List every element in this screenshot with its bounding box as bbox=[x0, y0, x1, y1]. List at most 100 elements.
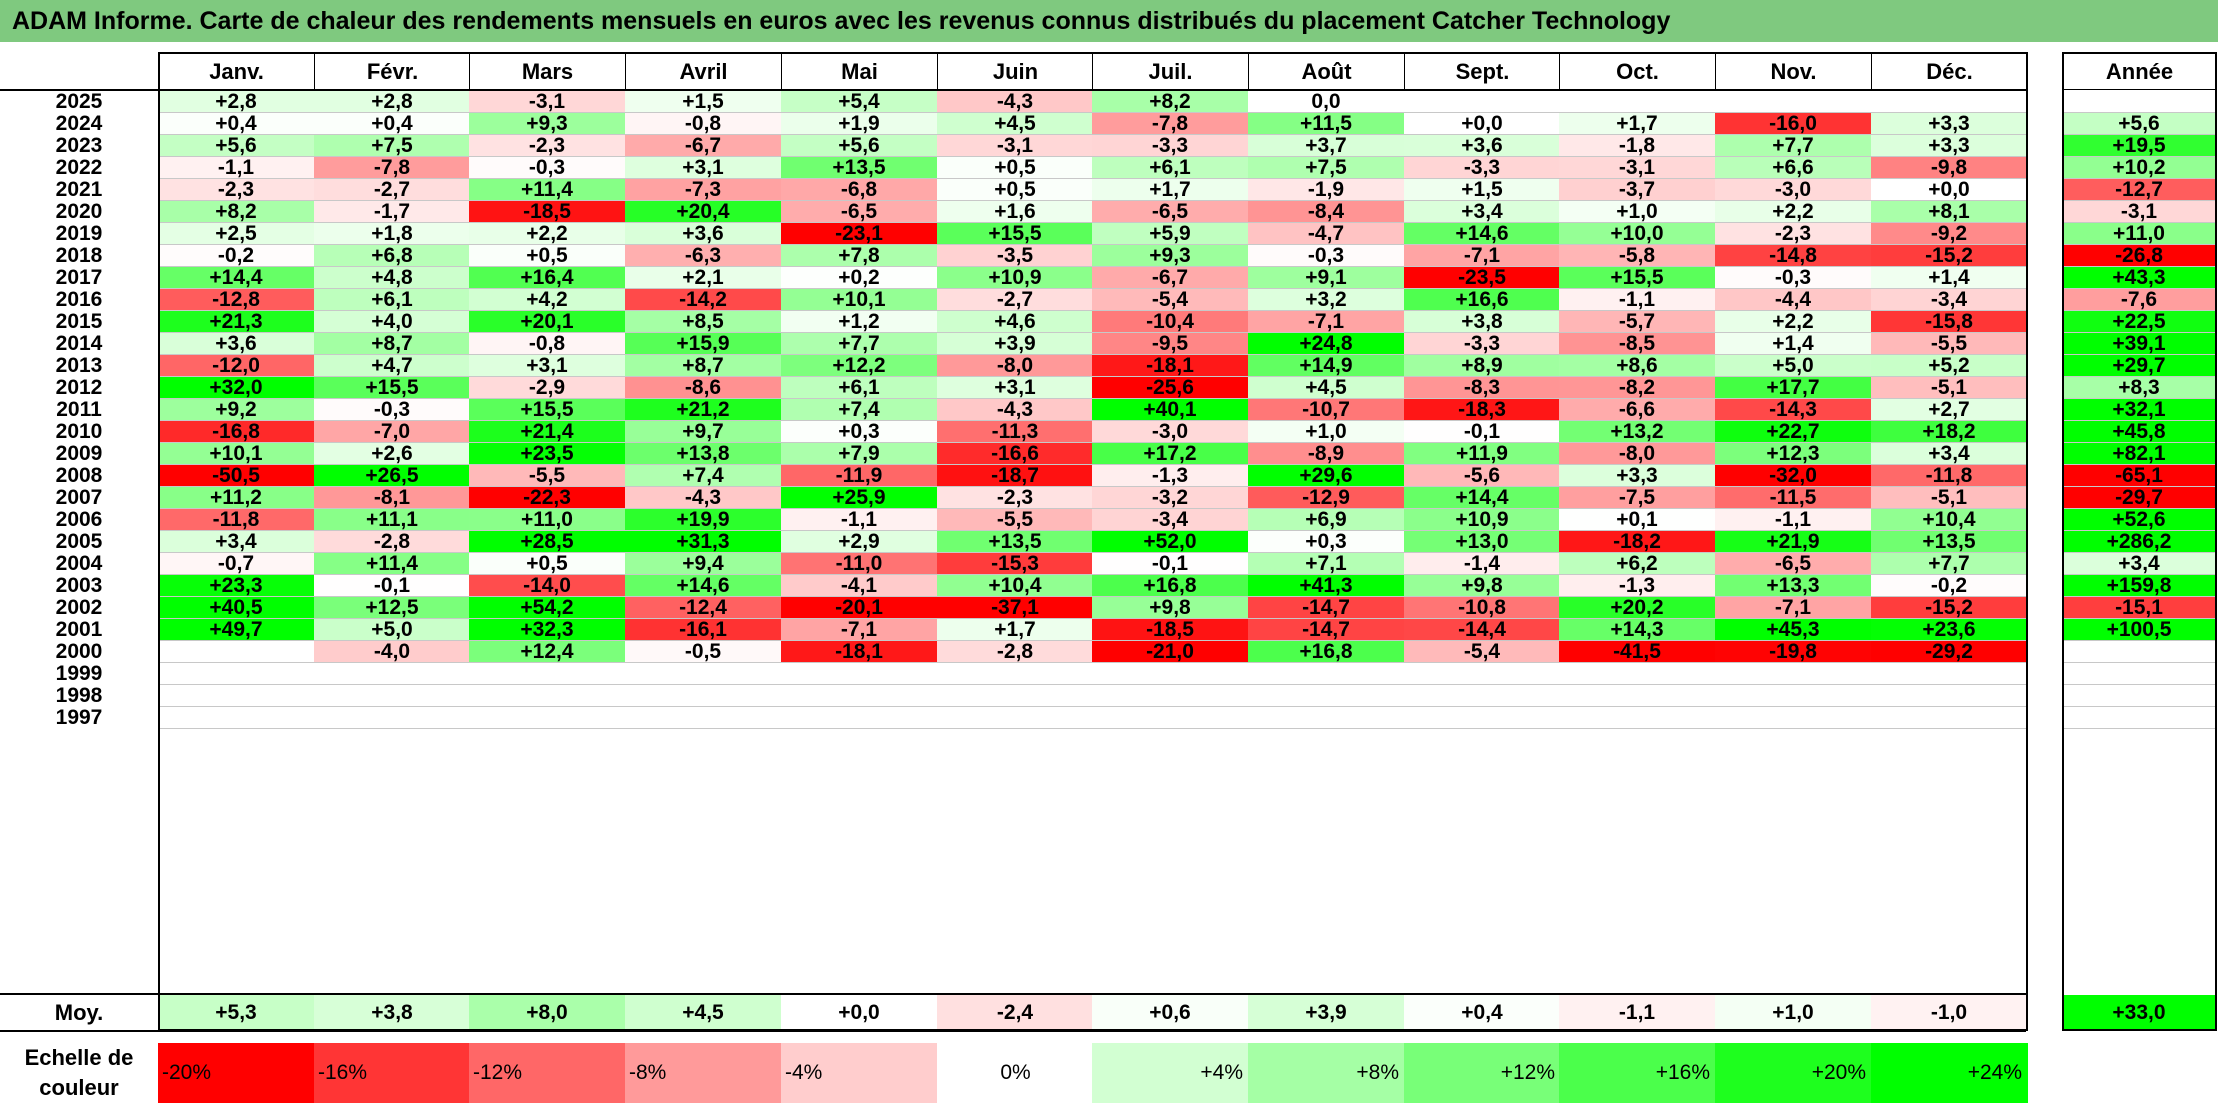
heatmap-cell: -23,1 bbox=[781, 223, 938, 245]
color-scale-swatch: -4% bbox=[781, 1043, 938, 1103]
heatmap-cell bbox=[1715, 707, 1872, 729]
heatmap-cell: -2,7 bbox=[937, 289, 1094, 311]
heatmap-cell: +21,4 bbox=[469, 421, 626, 443]
month-header: Déc. bbox=[1871, 52, 2028, 90]
heatmap-cell: -5,6 bbox=[1404, 465, 1561, 487]
heatmap-cell: +5,0 bbox=[314, 619, 471, 641]
month-header: Oct. bbox=[1559, 52, 1716, 90]
heatmap-cell bbox=[158, 641, 315, 663]
annual-cell: -15,1 bbox=[2062, 597, 2217, 619]
heatmap-cell: +1,0 bbox=[1248, 421, 1405, 443]
heatmap-cell bbox=[1715, 91, 1872, 113]
heatmap-cell: +11,0 bbox=[469, 509, 626, 531]
heatmap-cell: +10,0 bbox=[1559, 223, 1716, 245]
heatmap-cell bbox=[1871, 663, 2028, 685]
heatmap-cell: +3,7 bbox=[1248, 135, 1405, 157]
heatmap-cell: -3,5 bbox=[937, 245, 1094, 267]
heatmap-cell: -0,5 bbox=[625, 641, 782, 663]
color-scale-swatch: +16% bbox=[1559, 1043, 1716, 1103]
heatmap-cell bbox=[1715, 685, 1872, 707]
heatmap-cell: +16,8 bbox=[1248, 641, 1405, 663]
heatmap-cell: +7,5 bbox=[314, 135, 471, 157]
heatmap-cell: +2,2 bbox=[1715, 201, 1872, 223]
heatmap-cell bbox=[1248, 707, 1405, 729]
heatmap-cell: -37,1 bbox=[937, 597, 1094, 619]
heatmap-cell: -0,8 bbox=[469, 333, 626, 355]
heatmap-cell: +11,4 bbox=[469, 179, 626, 201]
heatmap-cell: +13,8 bbox=[625, 443, 782, 465]
heatmap-cell: -12,9 bbox=[1248, 487, 1405, 509]
annual-cell: -26,8 bbox=[2062, 245, 2217, 267]
heatmap-cell: -11,9 bbox=[781, 465, 938, 487]
heatmap-cell bbox=[314, 663, 471, 685]
heatmap-cell: +0,0 bbox=[1404, 113, 1561, 135]
heatmap-cell: +7,7 bbox=[781, 333, 938, 355]
heatmap-cell: +1,6 bbox=[937, 201, 1094, 223]
heatmap-cell: -12,4 bbox=[625, 597, 782, 619]
heatmap-cell: +16,4 bbox=[469, 267, 626, 289]
heatmap-cell: -9,2 bbox=[1871, 223, 2028, 245]
heatmap-cell: +24,8 bbox=[1248, 333, 1405, 355]
heatmap-cell: +0,5 bbox=[469, 245, 626, 267]
heatmap-cell: +13,5 bbox=[781, 157, 938, 179]
heatmap-cell: +0,1 bbox=[1559, 509, 1716, 531]
year-label: 2002 bbox=[55, 596, 103, 619]
average-cell: +0,6 bbox=[1092, 995, 1249, 1031]
heatmap-cell: +0,5 bbox=[937, 179, 1094, 201]
heatmap-cell: +4,5 bbox=[1248, 377, 1405, 399]
heatmap-cell: -4,3 bbox=[937, 399, 1094, 421]
heatmap-cell: +9,8 bbox=[1092, 597, 1249, 619]
heatmap-cell: +3,1 bbox=[625, 157, 782, 179]
heatmap-cell bbox=[625, 685, 782, 707]
heatmap-cell bbox=[1871, 685, 2028, 707]
heatmap-cell: +9,2 bbox=[158, 399, 315, 421]
average-annual-cell: +33,0 bbox=[2062, 995, 2217, 1031]
heatmap-cell: +15,5 bbox=[937, 223, 1094, 245]
heatmap-cell: -8,3 bbox=[1404, 377, 1561, 399]
heatmap-cell: -2,3 bbox=[937, 487, 1094, 509]
heatmap-cell: +25,9 bbox=[781, 487, 938, 509]
heatmap-cell bbox=[1404, 685, 1561, 707]
heatmap-cell: +21,9 bbox=[1715, 531, 1872, 553]
color-scale-swatch: 0% bbox=[937, 1043, 1094, 1103]
heatmap-cell: +0,5 bbox=[469, 553, 626, 575]
heatmap-cell bbox=[1871, 707, 2028, 729]
annual-cell: +39,1 bbox=[2062, 333, 2217, 355]
heatmap-cell bbox=[314, 685, 471, 707]
heatmap-cell: +5,9 bbox=[1092, 223, 1249, 245]
year-label: 1999 bbox=[55, 662, 103, 685]
heatmap-cell: -14,4 bbox=[1404, 619, 1561, 641]
heatmap-cell: -18,1 bbox=[1092, 355, 1249, 377]
heatmap-cell: -7,5 bbox=[1559, 487, 1716, 509]
heatmap-cell: +1,7 bbox=[1559, 113, 1716, 135]
month-header: Août bbox=[1248, 52, 1405, 90]
heatmap-cell: +12,2 bbox=[781, 355, 938, 377]
heatmap-cell: -1,1 bbox=[158, 157, 315, 179]
average-cell: +3,9 bbox=[1248, 995, 1405, 1031]
year-label: 2005 bbox=[55, 530, 103, 553]
heatmap-cell: +54,2 bbox=[469, 597, 626, 619]
heatmap-cell: -6,5 bbox=[1092, 201, 1249, 223]
annual-cell: +32,1 bbox=[2062, 399, 2217, 421]
month-header: Févr. bbox=[314, 52, 471, 90]
heatmap-cell: -7,1 bbox=[1404, 245, 1561, 267]
heatmap-cell: -5,7 bbox=[1559, 311, 1716, 333]
heatmap-cell: +9,3 bbox=[469, 113, 626, 135]
heatmap-cell: -0,1 bbox=[1092, 553, 1249, 575]
heatmap-cell: -8,0 bbox=[1559, 443, 1716, 465]
heatmap-cell: -4,1 bbox=[781, 575, 938, 597]
heatmap-cell: +23,5 bbox=[469, 443, 626, 465]
heatmap-cell: -3,4 bbox=[1871, 289, 2028, 311]
heatmap-cell: +19,9 bbox=[625, 509, 782, 531]
heatmap-cell: +1,7 bbox=[1092, 179, 1249, 201]
heatmap-cell: -41,5 bbox=[1559, 641, 1716, 663]
heatmap-cell: -5,5 bbox=[469, 465, 626, 487]
heatmap-cell: -11,5 bbox=[1715, 487, 1872, 509]
heatmap-cell: -6,6 bbox=[1559, 399, 1716, 421]
year-label: 2001 bbox=[55, 618, 103, 641]
color-scale-swatch: +20% bbox=[1715, 1043, 1872, 1103]
heatmap-cell: +8,1 bbox=[1871, 201, 2028, 223]
heatmap-cell: -16,6 bbox=[937, 443, 1094, 465]
month-header: Avril bbox=[625, 52, 782, 90]
heatmap-cell: +10,1 bbox=[781, 289, 938, 311]
